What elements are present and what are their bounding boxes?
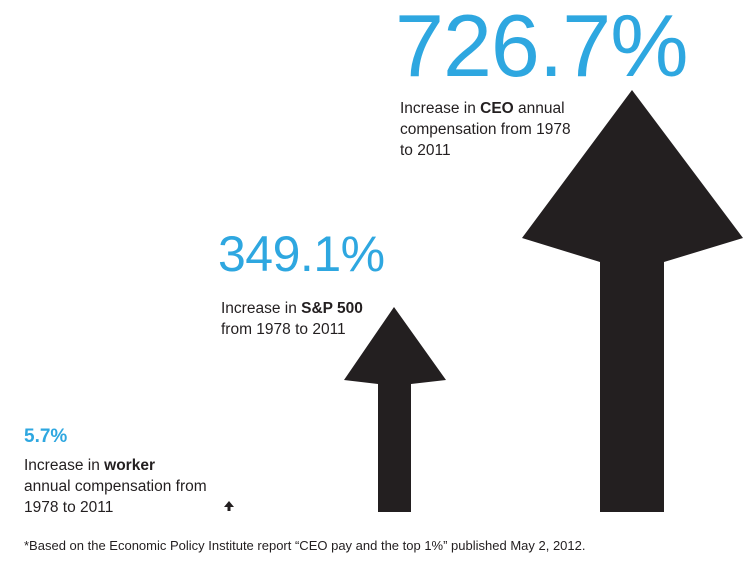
sp500-description: Increase in S&P 500 from 1978 to 2011	[221, 298, 421, 340]
sp500-desc-bold: S&P 500	[301, 300, 363, 317]
ceo-desc-prefix: Increase in	[400, 100, 481, 117]
worker-description: Increase in worker annual compensation fr…	[24, 455, 214, 518]
ceo-arrow	[522, 90, 743, 512]
sp500-desc-prefix: Increase in	[221, 300, 302, 317]
worker-desc-prefix: Increase in	[24, 457, 105, 474]
sp500-value-label: 349.1%	[218, 226, 385, 282]
ceo-desc-suffix: annual compensation from 1978 to 2011	[400, 100, 571, 159]
sp500-desc-suffix: from 1978 to 2011	[221, 321, 346, 338]
ceo-description: Increase in CEO annual compensation from…	[400, 98, 580, 161]
footnote: *Based on the Economic Policy Institute …	[24, 538, 586, 553]
ceo-value-label: 726.7%	[395, 0, 688, 95]
sp500-arrow	[344, 307, 446, 512]
worker-desc-bold: worker	[104, 457, 155, 474]
ceo-desc-bold: CEO	[480, 100, 514, 117]
worker-desc-suffix: annual compensation from 1978 to 2011	[24, 478, 207, 516]
worker-value-label: 5.7%	[24, 426, 68, 447]
worker-arrow	[224, 501, 234, 511]
